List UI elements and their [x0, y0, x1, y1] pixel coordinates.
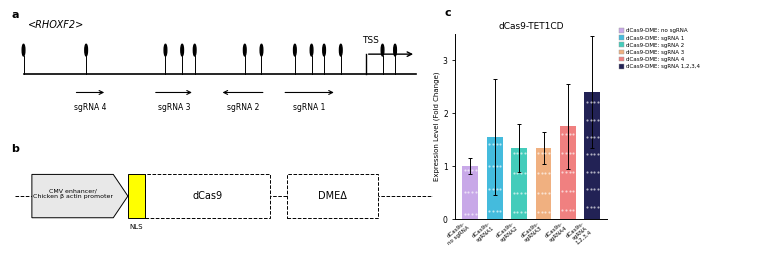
Text: <RHOXF2>: <RHOXF2>	[27, 20, 84, 30]
Text: b: b	[11, 144, 19, 154]
Circle shape	[381, 44, 384, 56]
Text: c: c	[444, 8, 451, 18]
Circle shape	[85, 44, 87, 56]
Text: sgRNA 4: sgRNA 4	[74, 102, 106, 111]
Bar	[511, 148, 527, 219]
Polygon shape	[32, 174, 128, 218]
Text: CMV enhancer/
Chicken β actin promoter: CMV enhancer/ Chicken β actin promoter	[33, 189, 112, 199]
Circle shape	[394, 44, 396, 56]
Text: sgRNA 1: sgRNA 1	[293, 102, 326, 111]
FancyBboxPatch shape	[145, 174, 270, 218]
Circle shape	[164, 44, 167, 56]
Circle shape	[310, 44, 313, 56]
FancyBboxPatch shape	[128, 174, 145, 218]
Text: NLS: NLS	[130, 224, 143, 230]
Bar	[536, 148, 552, 219]
Circle shape	[339, 44, 342, 56]
Circle shape	[181, 44, 184, 56]
Bar	[560, 126, 576, 219]
Title: dCas9-TET1CD: dCas9-TET1CD	[499, 22, 564, 31]
FancyBboxPatch shape	[287, 174, 379, 218]
Text: sgRNA 2: sgRNA 2	[226, 102, 259, 111]
Circle shape	[260, 44, 263, 56]
Bar	[584, 92, 600, 219]
Circle shape	[22, 44, 25, 56]
Text: dCas9: dCas9	[192, 191, 222, 201]
Y-axis label: Expression Level (Fold Change): Expression Level (Fold Change)	[433, 72, 440, 181]
Text: sgRNA 3: sgRNA 3	[158, 102, 190, 111]
Bar	[462, 166, 478, 219]
Text: TSS: TSS	[362, 36, 379, 45]
Circle shape	[323, 44, 326, 56]
Circle shape	[294, 44, 296, 56]
Text: DMEΔ: DMEΔ	[318, 191, 347, 201]
Circle shape	[244, 44, 246, 56]
Circle shape	[194, 44, 196, 56]
Text: a: a	[11, 10, 18, 20]
Bar	[487, 137, 502, 219]
Legend: dCas9-DME: no sgRNA, dCas9-DME: sgRNA 1, dCas9-DME: sgRNA 2, dCas9-DME: sgRNA 3,: dCas9-DME: no sgRNA, dCas9-DME: sgRNA 1,…	[618, 27, 701, 70]
